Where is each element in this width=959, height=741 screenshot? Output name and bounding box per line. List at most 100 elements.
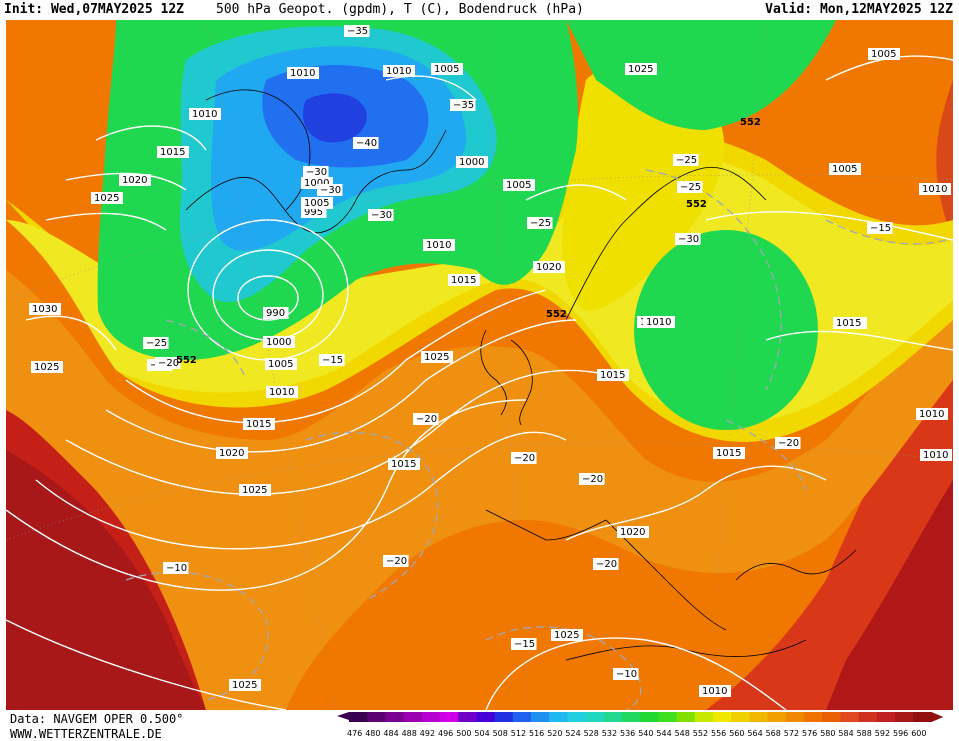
colorbar-cell (421, 712, 441, 722)
init-time: Init: Wed,07MAY2025 12Z (4, 2, 185, 17)
band-504-core (302, 93, 367, 143)
temperature-label: −20 (511, 452, 537, 464)
isobar-label-text: 1005 (304, 198, 329, 209)
isobar-label-bg (29, 303, 61, 315)
temperature-labels: −35−35−40−30−30−25−25−20−25−25−30−30−25−… (143, 25, 893, 680)
isobar-label-bg (31, 361, 63, 373)
grid-lat-40 (6, 442, 953, 541)
isobar-label-text: 1005 (832, 164, 857, 175)
temperature-label: −25 (673, 154, 699, 166)
isobar-label-text: 1010 (290, 68, 315, 79)
colorbar-label: 476 (347, 729, 362, 738)
isobar-label-bg (617, 526, 649, 538)
isobar-label-bg (920, 449, 952, 461)
height-label: 552 (740, 117, 761, 128)
isobar-label-text: 1020 (122, 175, 147, 186)
temperature-label-text: −20 (582, 474, 603, 485)
isotherm-minus25-w (165, 319, 247, 381)
isobar-label-text: 1030 (32, 304, 57, 315)
isobar-label-bg (919, 183, 951, 195)
temperature-label-text: −25 (146, 338, 167, 349)
isobar-label: 1000 (263, 336, 295, 348)
colorbar-label: 552 (693, 729, 708, 738)
temperature-label-bg (383, 555, 409, 567)
colorbar-cell (403, 712, 423, 722)
isobar-label-bg (448, 274, 480, 286)
temperature-label: −20 (155, 357, 181, 369)
isobar-label-bg (551, 629, 583, 641)
temperature-label: −25 (527, 217, 553, 229)
colorbar-cell (895, 712, 914, 722)
temperature-label-text: −30 (678, 234, 699, 245)
balkan-coast (735, 549, 857, 581)
colorbar-cell (622, 712, 641, 722)
isobar-label: 1000 (456, 156, 488, 168)
temperature-label: −15 (319, 354, 345, 366)
isobar-label-text: 1025 (554, 630, 579, 641)
colorbar-label: 540 (638, 729, 653, 738)
isobar-label-text: 1005 (434, 64, 459, 75)
isobar-label-bg (301, 197, 333, 209)
isobar-label-text: 1025 (242, 485, 267, 496)
colorbar-label: 512 (511, 729, 526, 738)
temperature-label-text: −35 (453, 100, 474, 111)
temperature-label: −20 (383, 555, 409, 567)
isobar-label: 1010 (643, 316, 675, 328)
temperature-label-bg (344, 25, 370, 37)
colorbar-label: 480 (365, 729, 380, 738)
colorbar-label: 548 (675, 729, 690, 738)
isobar-label: 1025 (625, 63, 657, 75)
isobar-label-bg (189, 108, 221, 120)
temperature-label: −15 (867, 222, 893, 234)
temperature-label-bg (675, 233, 701, 245)
isobar-label: 1005 (868, 48, 900, 60)
greenland-coast (185, 129, 447, 233)
isobar-1005-n (385, 75, 477, 101)
lat-lon-grid (6, 20, 953, 710)
isobar-label-text: 1000 (304, 178, 329, 189)
isobar-label-bg (91, 192, 123, 204)
temperature-label-bg (353, 137, 379, 149)
colorbar-label: 516 (529, 729, 544, 738)
isobar-label: 1015 (833, 317, 865, 329)
colorbar-label: 484 (383, 729, 398, 738)
isotherm-minus20 (305, 431, 439, 601)
isobar-labels: 1010 1010 10051010101510201025103010251005… (29, 48, 952, 697)
isotherm-minus15-e (825, 219, 947, 245)
isobar-label-text: 1025 (94, 193, 119, 204)
isobar-label-text: 1010 (192, 109, 217, 120)
colorbar-cell (585, 712, 605, 722)
isobar-label: 1020 (617, 526, 649, 538)
colorbar-cell (913, 712, 932, 722)
colorbar-label: 600 (911, 729, 926, 738)
isobar-label: 1015 (157, 146, 189, 158)
iberia-coast (485, 509, 607, 541)
band-596-sw (6, 450, 206, 710)
temperature-label-text: −15 (322, 355, 343, 366)
colorbar-cell (694, 712, 714, 722)
isobar-label-text: 990 (266, 308, 285, 319)
isobar-label-bg (229, 679, 261, 691)
isobar-label: 1015 (597, 369, 629, 381)
isobar-label-bg (456, 156, 488, 168)
isobar-label-text: 1005 (268, 359, 293, 370)
temperature-label-bg (143, 337, 169, 349)
temperature-label-text: −10 (166, 563, 187, 574)
temperature-label: −20 (593, 558, 619, 570)
isobar-label-bg (383, 65, 415, 77)
colorbar-label: 588 (857, 729, 872, 738)
isobar-1015-south (485, 637, 787, 710)
band-576 (6, 270, 953, 710)
temperature-label: −20 (413, 413, 439, 425)
isobar-label: 1025 (31, 361, 63, 373)
isobar-label: 1010 (916, 408, 948, 420)
map-svg: 1010 1010 10051010101510201025103010251005… (6, 20, 953, 710)
temperature-label-text: −20 (778, 438, 799, 449)
isobar-label: 1005 (503, 179, 535, 191)
colorbar-cell (804, 712, 823, 722)
isobar-label-bg (699, 685, 731, 697)
isobar-1030-w (25, 315, 117, 351)
colorbar-cell (494, 712, 514, 722)
isobar-label-bg (263, 336, 295, 348)
band-584-ne (936, 80, 953, 240)
